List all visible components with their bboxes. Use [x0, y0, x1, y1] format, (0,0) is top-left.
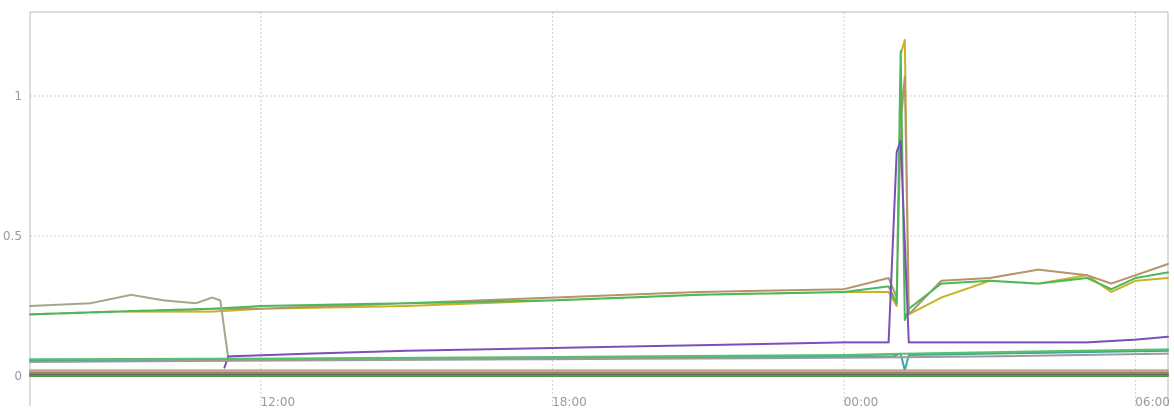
series-line-5	[223, 139, 1169, 369]
tick-labels: 0 0.5 1 12:00 18:00 00:00 06:00	[3, 89, 1170, 409]
series-group	[29, 39, 1169, 377]
x-tick-label: 12:00	[261, 395, 296, 409]
series-line-8	[29, 352, 1169, 363]
y-tick-label: 0	[14, 369, 22, 383]
x-tick-label: 06:00	[1135, 395, 1170, 409]
series-line-1	[29, 39, 1169, 316]
series-line-2	[29, 75, 1169, 316]
x-tick-label: 00:00	[844, 395, 879, 409]
series-line-7	[29, 348, 1169, 361]
y-tick-label: 0.5	[3, 229, 22, 243]
series-line-3	[29, 50, 1169, 321]
series-line-4	[29, 293, 230, 361]
y-tick-label: 1	[14, 89, 22, 103]
x-tick-label: 18:00	[552, 395, 587, 409]
grid	[30, 12, 1168, 406]
